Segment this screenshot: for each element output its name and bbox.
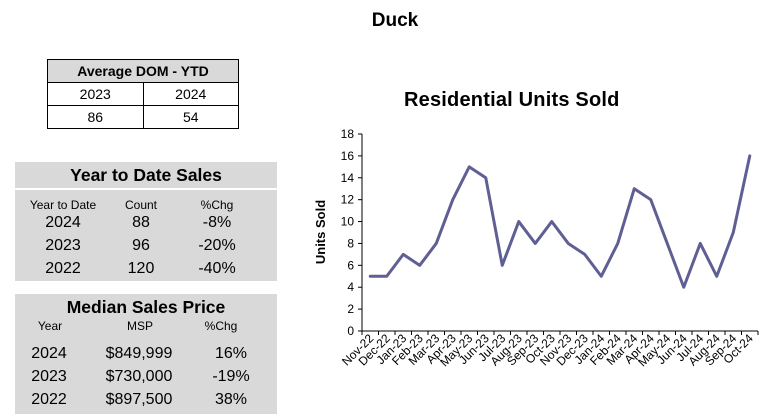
ytd-col-header: Year to Date <box>29 198 97 212</box>
page-title: Duck <box>371 10 419 31</box>
y-tick-label: 14 <box>341 171 355 185</box>
ytd-chg: -8% <box>202 214 232 231</box>
y-axis-label: Units Sold <box>313 200 328 264</box>
chart-title: Residential Units Sold <box>404 89 620 111</box>
series-line <box>368 154 752 289</box>
ytd-count: 96 <box>132 237 150 254</box>
y-tick-label: 8 <box>347 236 354 250</box>
ytd-chg: -20% <box>198 237 236 254</box>
msp-year: 2023 <box>31 368 67 385</box>
msp-price: $730,000 <box>105 368 173 385</box>
ytd-sales-title: Year to Date Sales <box>15 162 277 188</box>
y-tick-label: 12 <box>341 193 355 207</box>
dom-value-cell: 54 <box>142 105 239 129</box>
msp-chg: 16% <box>214 345 248 362</box>
chart-axes <box>358 133 759 335</box>
ytd-col-header: Count <box>124 198 158 212</box>
y-tick-label: 4 <box>347 280 354 294</box>
msp-price: $897,500 <box>105 391 173 408</box>
msp-col-header: Year <box>37 319 63 333</box>
chart-series <box>368 154 752 289</box>
y-tick-label: 16 <box>341 149 355 163</box>
ytd-year: 2022 <box>45 260 81 277</box>
ytd-col-header: %Chg <box>200 198 234 212</box>
msp-chg: 38% <box>214 391 248 408</box>
y-tick-label: 10 <box>341 215 355 229</box>
msp-year: 2022 <box>31 391 67 408</box>
x-tick-labels: Nov-22Dec-22Jan-23Feb-23Mar-23Apr-23May-… <box>339 331 756 369</box>
y-tick-label: 6 <box>347 258 354 272</box>
msp-panel: Year MSP %Chg 2024 $849,999 16% 2023 $73… <box>15 319 277 414</box>
msp-col-header: %Chg <box>204 319 238 333</box>
ytd-year: 2023 <box>45 237 81 254</box>
average-dom-table: Average DOM - YTD 2023 2024 86 54 <box>47 59 239 129</box>
ytd-chg: -40% <box>198 260 236 277</box>
y-tick-label: 2 <box>347 302 354 316</box>
msp-title: Median Sales Price <box>15 294 277 320</box>
ytd-count: 88 <box>132 214 150 231</box>
y-tick-label: 0 <box>347 324 354 338</box>
ytd-sales-panel: Year to Date Count %Chg 2024 88 -8% 2023… <box>15 190 277 281</box>
dom-header: Average DOM - YTD <box>47 59 239 83</box>
msp-chg: -19% <box>212 368 250 385</box>
y-tick-label: 18 <box>341 127 355 141</box>
msp-year: 2024 <box>31 345 67 362</box>
ytd-count: 120 <box>127 260 155 277</box>
msp-price: $849,999 <box>105 345 173 362</box>
y-tick-labels: 0 2 4 6 8 10 12 14 16 18 <box>341 127 355 338</box>
msp-col-header: MSP <box>126 319 153 333</box>
ytd-year: 2024 <box>45 214 81 231</box>
